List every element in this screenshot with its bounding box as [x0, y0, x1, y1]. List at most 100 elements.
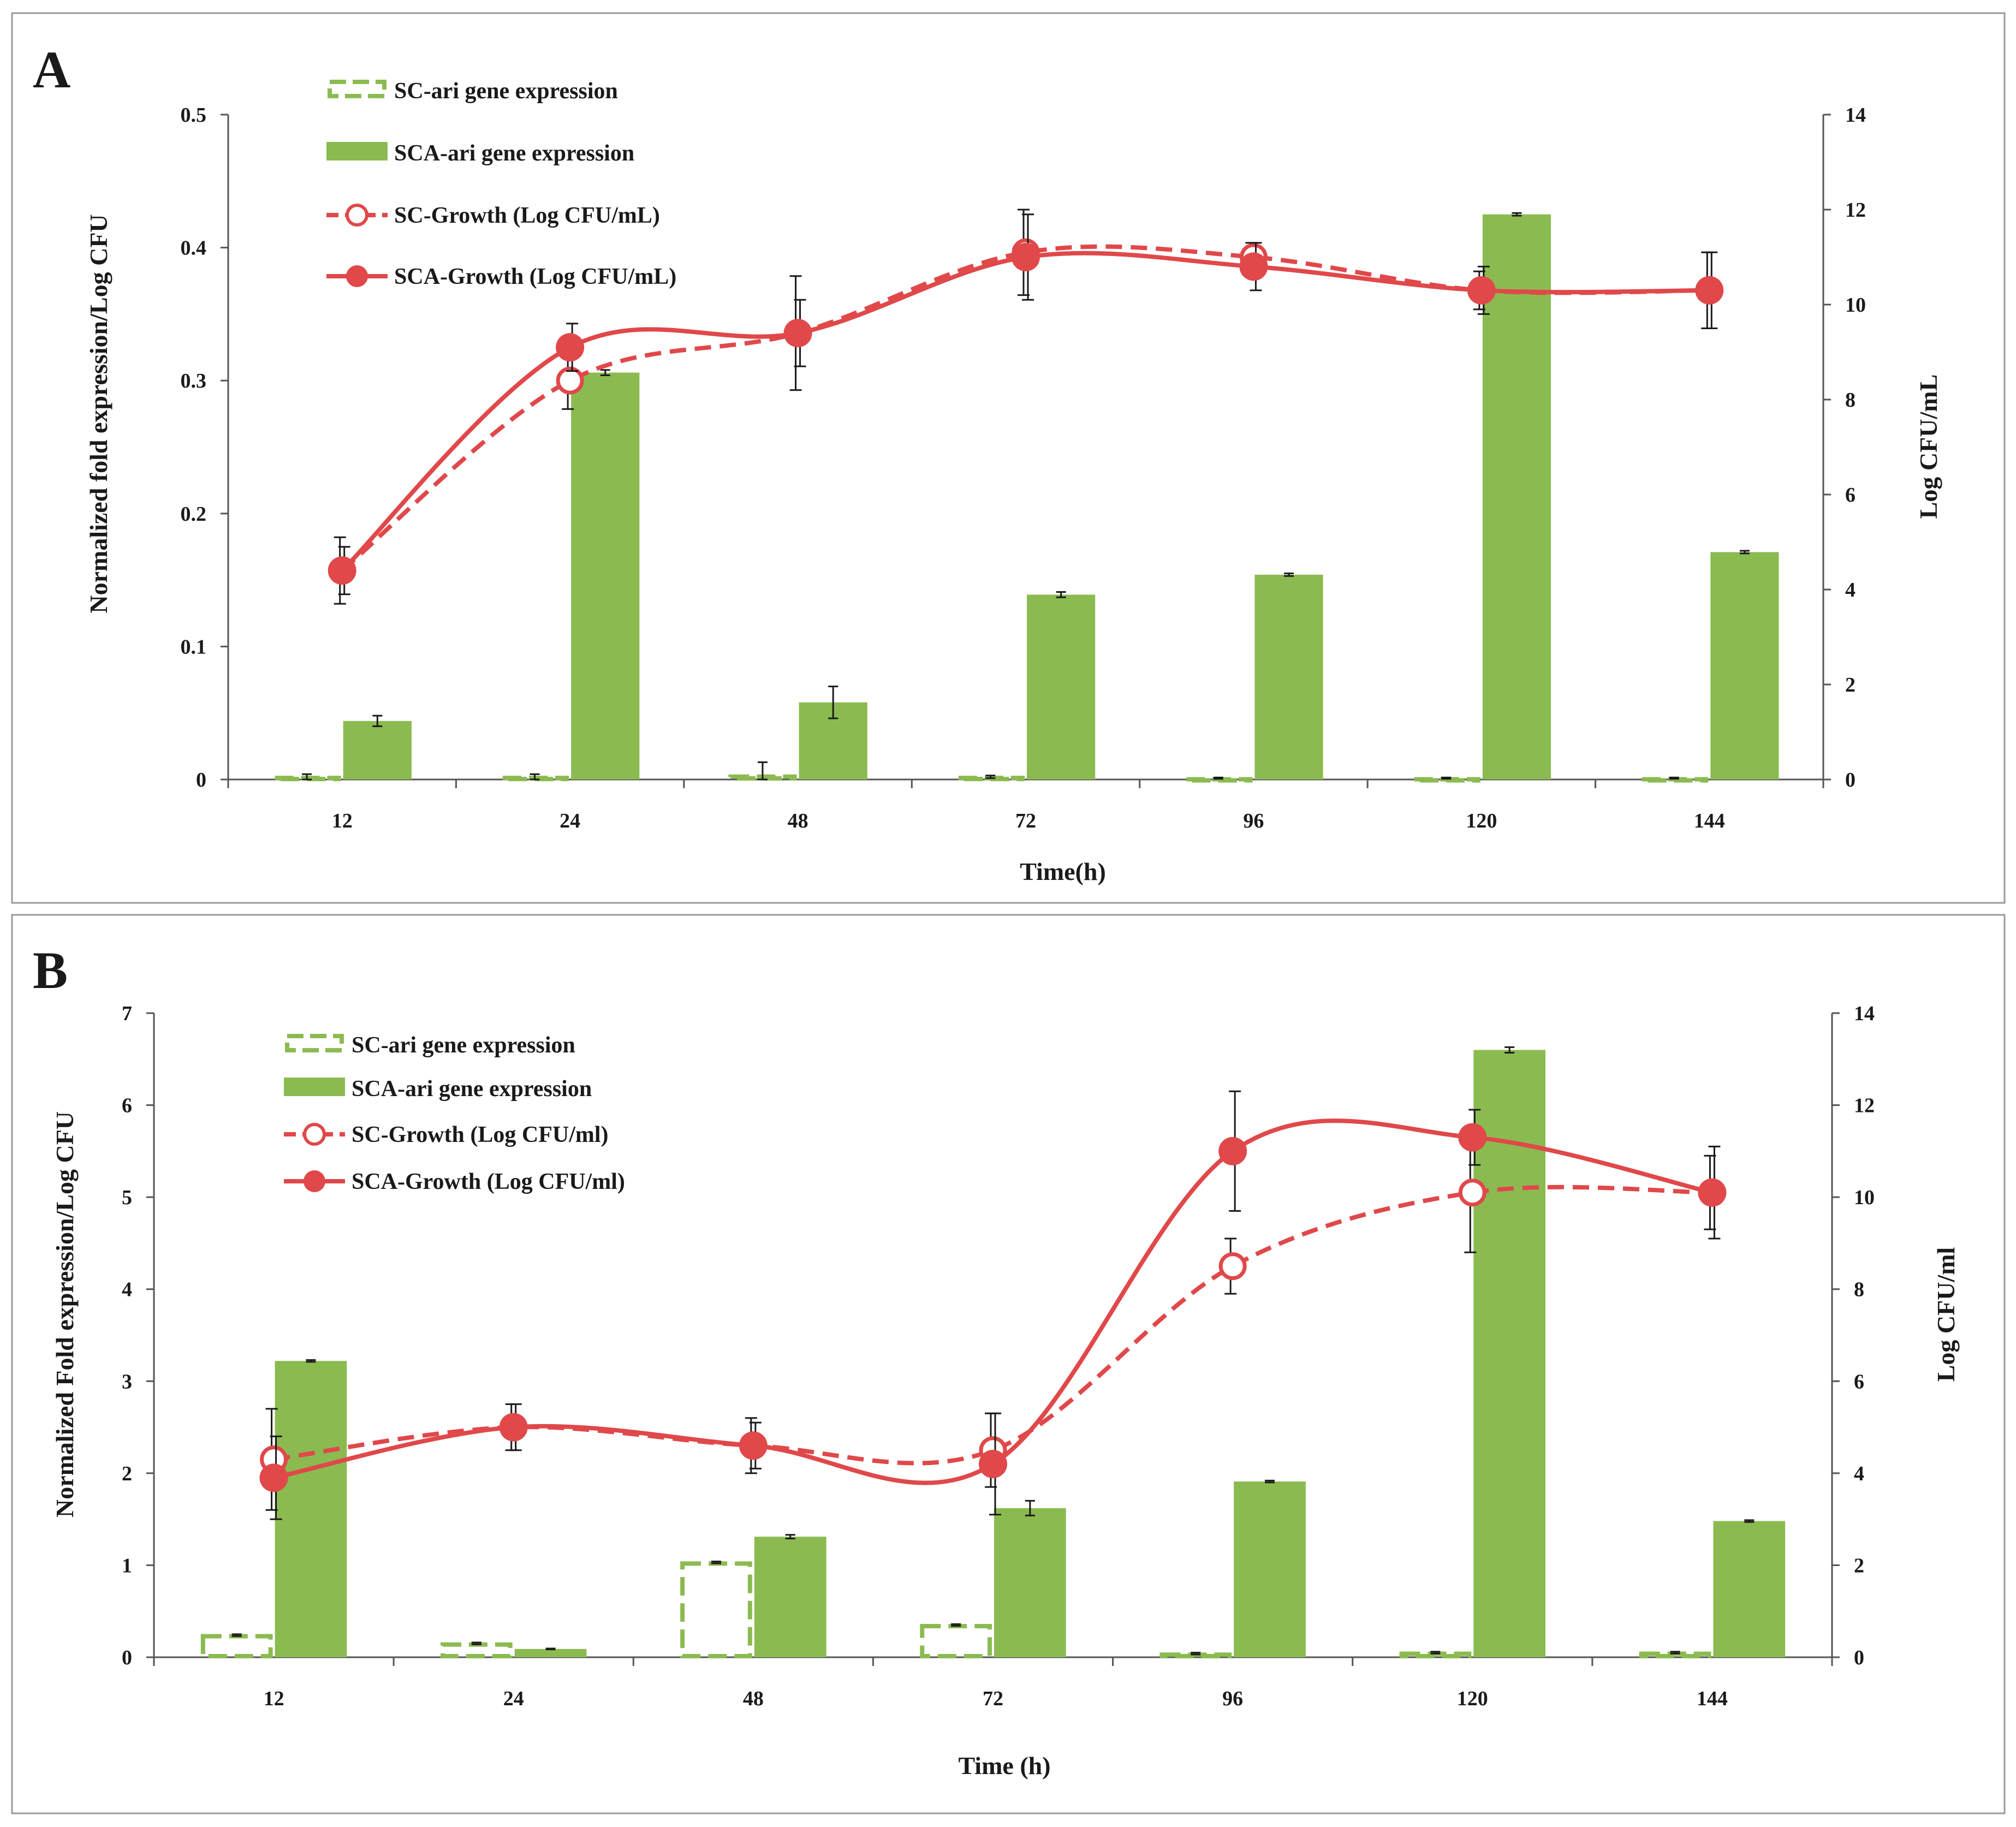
- panel-b-y2-tick-label: 0: [1854, 1646, 1864, 1669]
- panel-b-y2-axis-title: Log CFU/ml: [1932, 1247, 1960, 1382]
- panel-a-y2-tick-label: 0: [1845, 769, 1856, 791]
- panel-a-legend-swatch-sca-expression: [326, 142, 388, 160]
- panel-a-bars: [272, 212, 1779, 783]
- panel-a-sca-growth-marker: [1467, 276, 1496, 305]
- panel-b-legend-swatch-sca-expression: [284, 1078, 345, 1096]
- panel-b-y2-tick-label: 10: [1854, 1186, 1875, 1209]
- panel-a-y2-tick-label: 2: [1845, 674, 1856, 697]
- panel-a-x-tick-label: 48: [788, 810, 808, 832]
- panel-a-y-tick-label: 0.3: [181, 370, 207, 392]
- panel-a-sca-expression-bar: [343, 721, 412, 779]
- panel-b-legend-label: SC-ari gene expression: [352, 1033, 575, 1058]
- panel-a-x-tick-label: 72: [1015, 810, 1036, 832]
- panel-b-sca-growth-marker: [1458, 1123, 1487, 1152]
- panel-b-y2-tick-label: 6: [1854, 1370, 1864, 1393]
- panel-a-frame: [11, 12, 2006, 904]
- panel-b-sca-growth-marker: [739, 1431, 768, 1460]
- panel-a-sca-expression-bar: [1254, 574, 1323, 779]
- panel-a-x-tick-label: 144: [1694, 810, 1725, 832]
- panel-b-x-tick-label: 120: [1457, 1687, 1488, 1710]
- panel-a-sca-growth-marker: [1695, 276, 1724, 305]
- panel-b-legend-label: SC-Growth (Log CFU/ml): [352, 1122, 609, 1147]
- panel-a-lines: [328, 209, 1724, 605]
- panel-a-y2-tick-label: 8: [1845, 389, 1856, 412]
- panel-b-legend-swatch-sc-expression: [285, 1034, 344, 1052]
- panel-a-sca-expression-bar: [1027, 594, 1096, 779]
- panel-b-x-tick-label: 12: [264, 1687, 284, 1710]
- panel-b-y2-tick-label: 2: [1854, 1554, 1864, 1577]
- panel-b-y-axis-title: Normalized Fold expression/Log CFU: [51, 1111, 79, 1517]
- panel-b-y-tick-label: 7: [122, 1002, 132, 1025]
- panel-b-sc-growth-marker: [1218, 1252, 1247, 1281]
- panel-b-y-tick-label: 0: [122, 1646, 132, 1669]
- panel-a-legend-label: SCA-ari gene expression: [394, 141, 634, 166]
- panel-a-sca-growth-marker: [1012, 243, 1040, 271]
- panel-b-y2-tick-label: 12: [1854, 1094, 1875, 1117]
- panel-b-y2-tick-label: 8: [1854, 1278, 1864, 1301]
- panel-a-y-tick-label: 0.4: [181, 237, 207, 260]
- panel-a-y2-tick-label: 12: [1845, 199, 1866, 222]
- panel-b-y-tick-label: 1: [122, 1554, 132, 1577]
- panel-b-sca-growth-marker: [1218, 1136, 1247, 1165]
- panel-b-legend-label: SCA-ari gene expression: [352, 1076, 592, 1102]
- panel-b-x-tick-label: 72: [983, 1687, 1003, 1710]
- panel-a-sca-growth-marker: [556, 333, 585, 362]
- panel-b-sca-expression-bar: [1713, 1521, 1786, 1657]
- panel-b-sca-expression-bar: [275, 1361, 347, 1657]
- panel-b-x-tick-label: 144: [1697, 1687, 1728, 1710]
- panel-b-y-tick-label: 6: [122, 1094, 132, 1117]
- panel-a-y2-tick-label: 6: [1845, 484, 1856, 507]
- panel-b-legend-marker-sca-growth: [304, 1170, 325, 1192]
- panel-a-y2-axis-title: Log CFU/mL: [1914, 374, 1942, 519]
- panel-a-x-tick-label: 12: [332, 810, 353, 832]
- panel-b-y-tick-label: 2: [122, 1462, 132, 1485]
- panel-b-x-axis-title: Time (h): [958, 1752, 1050, 1780]
- panel-b-x-tick-label: 96: [1222, 1687, 1243, 1710]
- panel-a-legend-label: SC-Growth (Log CFU/mL): [394, 203, 660, 228]
- panel-b-sca-growth-marker: [979, 1450, 1007, 1478]
- panel-a-y-tick-label: 0.2: [181, 503, 207, 526]
- panel-b-sca-growth-marker: [499, 1413, 528, 1442]
- panel-a-sca-expression-bar: [1710, 552, 1779, 779]
- panel-b-bars: [200, 1046, 1786, 1659]
- panel-a-legend: SC-ari gene expression SCA-ari gene expre…: [326, 79, 676, 289]
- panel-b-y-tick-label: 3: [122, 1370, 132, 1393]
- panel-b-y-tick-label: 5: [122, 1186, 132, 1209]
- panel-a-sca-expression-bar: [571, 372, 640, 779]
- panel-a-x-tick-label: 96: [1243, 810, 1264, 832]
- panel-b-sca-expression-bar: [514, 1649, 587, 1657]
- panel-a-letter: A: [33, 40, 70, 99]
- panel-a-y-tick-label: 0.1: [181, 635, 207, 658]
- panel-a-sca-growth-marker: [783, 319, 812, 348]
- panel-b-sca-growth-marker: [1698, 1178, 1727, 1207]
- panel-b-letter: B: [33, 941, 68, 999]
- panel-b-x-tick-label: 48: [743, 1687, 764, 1710]
- panel-b-y2-tick-label: 4: [1854, 1462, 1864, 1485]
- panel-a-legend-swatch-sc-expression: [328, 80, 386, 98]
- panel-b-sca-expression-bar: [754, 1537, 826, 1657]
- panel-a-sca-expression-bar: [1482, 214, 1551, 780]
- panel-b-sca-expression-bar: [1473, 1050, 1546, 1657]
- panel-b-legend-marker-sc-growth: [303, 1123, 326, 1146]
- panel-a-sca-growth-marker: [1239, 252, 1268, 281]
- panel-a-legend-label: SC-ari gene expression: [394, 79, 618, 104]
- panel-a-y-tick-label: 0: [196, 769, 206, 791]
- panel-b-x-tick-label: 24: [503, 1687, 524, 1710]
- panel-b-sca-growth-marker: [259, 1463, 288, 1492]
- panel-a-y2-tick-label: 10: [1845, 294, 1866, 317]
- panel-b-sca-expression-bar: [1234, 1481, 1306, 1657]
- panel-a-x-axis-title: Time(h): [1020, 858, 1106, 885]
- panel-a-y2-tick-label: 4: [1845, 579, 1856, 602]
- panel-b-y2-tick-label: 14: [1854, 1002, 1875, 1025]
- panel-b-sc-growth-marker: [1458, 1179, 1486, 1207]
- panel-b-sca-expression-bar: [994, 1508, 1066, 1657]
- panel-b-legend: SC-ari gene expression SCA-ari gene expre…: [284, 1033, 625, 1194]
- panel-a-x-tick-label: 24: [560, 810, 580, 832]
- panel-b-legend-label: SCA-Growth (Log CFU/ml): [352, 1169, 625, 1194]
- panel-a-y-tick-label: 0.5: [181, 104, 207, 127]
